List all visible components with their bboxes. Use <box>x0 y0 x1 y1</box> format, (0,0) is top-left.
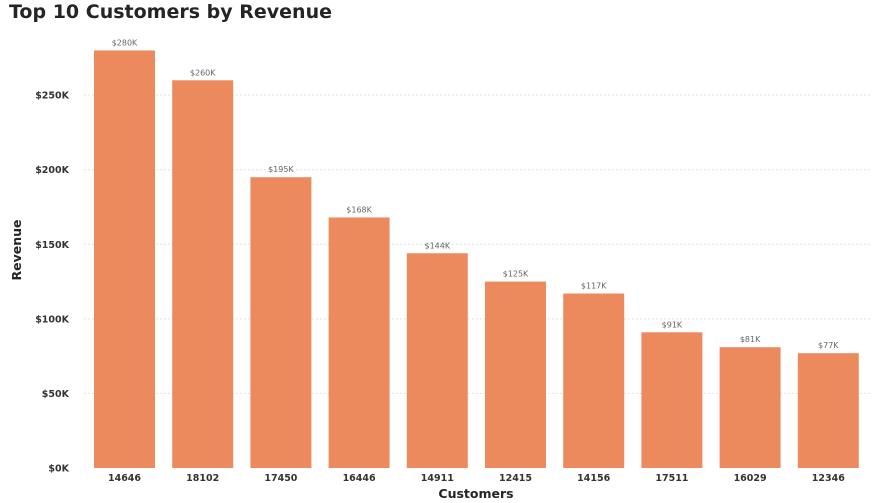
data-label: $168K <box>346 205 372 214</box>
bar-17511[interactable] <box>641 332 703 468</box>
x-tick-label: 12346 <box>812 473 845 484</box>
bar-18102[interactable] <box>172 80 234 469</box>
y-tick-label: $250K <box>35 91 69 102</box>
y-tick-label: $0K <box>48 464 69 475</box>
x-axis-title: Customers <box>438 486 513 501</box>
bar-14911[interactable] <box>406 253 468 468</box>
x-axis-ticks: 14646 18102 17450 16446 14911 12415 14156 17511… <box>108 473 845 484</box>
y-tick-label: $100K <box>35 314 69 325</box>
x-tick-label: 16029 <box>734 473 767 484</box>
y-tick-label: $200K <box>35 165 69 176</box>
data-labels: $280K $260K $195K $168K $144K $125K $117K $91K $… <box>112 38 840 350</box>
bar-14646[interactable] <box>94 50 155 468</box>
bars <box>94 50 859 469</box>
data-label: $280K <box>112 38 138 47</box>
chart-title: Top 10 Customers by Revenue <box>9 1 332 23</box>
y-tick-label: $50K <box>42 389 70 400</box>
bar-14156[interactable] <box>563 293 625 468</box>
y-tick-label: $150K <box>35 240 69 251</box>
y-axis-ticks: $0K $50K $100K $150K $200K $250K <box>35 91 69 475</box>
bar-16446[interactable] <box>328 217 390 468</box>
data-label: $81K <box>740 335 761 344</box>
bar-16029[interactable] <box>719 347 781 468</box>
x-tick-label: 17511 <box>655 473 688 484</box>
data-label: $125K <box>503 270 529 279</box>
x-tick-label: 18102 <box>186 473 219 484</box>
data-label: $91K <box>662 320 683 329</box>
x-tick-label: 16446 <box>343 473 376 484</box>
data-label: $260K <box>190 68 216 77</box>
data-label: $77K <box>818 341 839 350</box>
data-label: $195K <box>268 165 294 174</box>
x-tick-label: 12415 <box>499 473 532 484</box>
gridlines <box>84 94 870 394</box>
bar-12346[interactable] <box>797 353 859 468</box>
x-tick-label: 17450 <box>264 473 297 484</box>
x-tick-label: 14646 <box>108 473 141 484</box>
y-axis-title: Revenue <box>9 219 24 280</box>
x-tick-label: 14911 <box>421 473 454 484</box>
data-label: $117K <box>581 282 607 291</box>
bar-12415[interactable] <box>485 281 546 468</box>
x-tick-label: 14156 <box>577 473 610 484</box>
data-label: $144K <box>424 241 450 250</box>
bar-17450[interactable] <box>250 177 312 468</box>
